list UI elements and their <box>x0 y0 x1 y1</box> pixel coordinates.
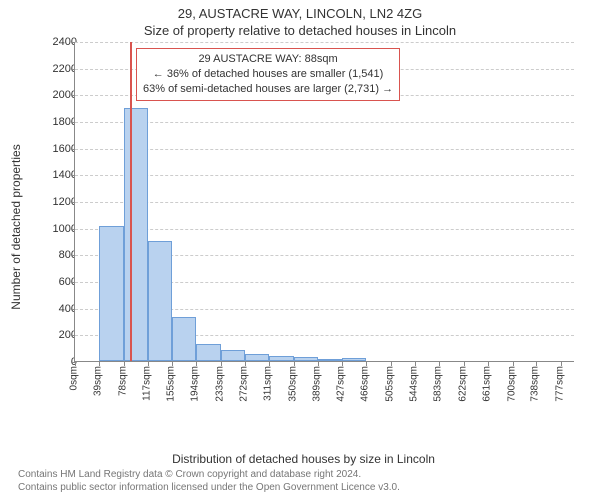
x-tick-label: 272sqm <box>239 366 250 402</box>
gridline <box>75 229 574 230</box>
histogram-bar <box>269 356 293 361</box>
histogram-bar <box>99 226 123 361</box>
gridline <box>75 122 574 123</box>
histogram-bar <box>245 354 269 361</box>
histogram-bar <box>342 358 366 361</box>
x-tick-label: 155sqm <box>165 366 176 402</box>
gridline <box>75 175 574 176</box>
x-tick-label: 738sqm <box>530 366 541 402</box>
x-tick-label: 622sqm <box>457 366 468 402</box>
histogram-bar <box>318 359 342 361</box>
x-tick-label: 583sqm <box>433 366 444 402</box>
x-tick-label: 39sqm <box>93 366 104 396</box>
y-tick-mark <box>71 95 75 96</box>
x-tick-label: 466sqm <box>360 366 371 402</box>
y-tick-mark <box>71 229 75 230</box>
y-tick-mark <box>71 335 75 336</box>
y-tick-mark <box>71 175 75 176</box>
x-tick-label: 389sqm <box>312 366 323 402</box>
x-axis-label: Distribution of detached houses by size … <box>172 452 435 466</box>
annotation-box: 29 AUSTACRE WAY: 88sqm← 36% of detached … <box>136 48 400 101</box>
reference-line <box>130 42 132 361</box>
y-tick-mark <box>71 149 75 150</box>
y-tick-mark <box>71 202 75 203</box>
x-tick-label: 700sqm <box>506 366 517 402</box>
attribution-line2: Contains public sector information licen… <box>18 481 400 494</box>
page-subtitle: Size of property relative to detached ho… <box>0 21 600 42</box>
plot-area: 29 AUSTACRE WAY: 88sqm← 36% of detached … <box>74 42 574 362</box>
x-tick-label: 311sqm <box>263 366 274 401</box>
x-tick-label: 505sqm <box>384 366 395 402</box>
gridline <box>75 202 574 203</box>
gridline <box>75 149 574 150</box>
attribution-line1: Contains HM Land Registry data © Crown c… <box>18 468 400 481</box>
histogram-chart: Number of detached properties 0200400600… <box>26 42 581 412</box>
y-tick-mark <box>71 69 75 70</box>
annotation-line: 63% of semi-detached houses are larger (… <box>143 82 393 97</box>
x-tick-label: 661sqm <box>482 366 493 402</box>
histogram-bar <box>294 357 318 361</box>
x-tick-label: 78sqm <box>117 366 128 396</box>
histogram-bar <box>124 108 148 361</box>
y-tick-mark <box>71 255 75 256</box>
x-tick-label: 117sqm <box>142 366 153 401</box>
histogram-bar <box>148 241 172 361</box>
histogram-bar <box>221 350 245 361</box>
gridline <box>75 42 574 43</box>
x-tick-label: 350sqm <box>287 366 298 402</box>
x-tick-label: 544sqm <box>409 366 420 402</box>
attribution-text: Contains HM Land Registry data © Crown c… <box>18 468 400 494</box>
x-tick-label: 194sqm <box>190 366 201 402</box>
y-tick-mark <box>71 309 75 310</box>
y-tick-mark <box>71 282 75 283</box>
y-axis-label: Number of detached properties <box>9 144 23 309</box>
annotation-line: 29 AUSTACRE WAY: 88sqm <box>143 52 393 67</box>
x-tick-label: 777sqm <box>554 366 565 402</box>
page-title: 29, AUSTACRE WAY, LINCOLN, LN2 4ZG <box>0 0 600 21</box>
histogram-bar <box>172 317 196 361</box>
annotation-line: ← 36% of detached houses are smaller (1,… <box>143 67 393 82</box>
x-tick-label: 233sqm <box>214 366 225 402</box>
y-tick-mark <box>71 122 75 123</box>
y-tick-mark <box>71 42 75 43</box>
x-tick-label: 0sqm <box>69 366 80 390</box>
x-tick-label: 427sqm <box>335 366 346 402</box>
y-tick-mark <box>71 362 75 363</box>
histogram-bar <box>196 344 220 361</box>
